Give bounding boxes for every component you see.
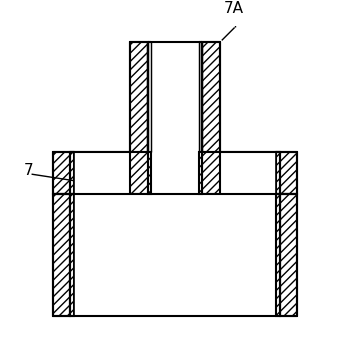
Bar — [148, 152, 152, 193]
Bar — [152, 42, 198, 152]
Bar — [220, 152, 298, 193]
Bar — [220, 152, 275, 193]
Text: 7A: 7A — [223, 1, 243, 16]
Bar — [198, 42, 202, 152]
Bar — [52, 152, 130, 193]
Bar — [202, 42, 220, 152]
Bar — [280, 193, 298, 316]
Bar — [52, 193, 70, 316]
Bar — [130, 42, 148, 152]
Bar — [148, 42, 152, 152]
Bar — [75, 193, 275, 316]
Bar — [275, 152, 280, 193]
Bar — [70, 193, 75, 316]
Bar — [75, 152, 130, 193]
Bar — [70, 152, 75, 193]
Bar — [198, 152, 202, 193]
Bar — [202, 152, 220, 193]
Bar — [152, 152, 198, 193]
Text: 7: 7 — [23, 164, 33, 178]
Bar — [275, 193, 280, 316]
Bar — [130, 152, 148, 193]
